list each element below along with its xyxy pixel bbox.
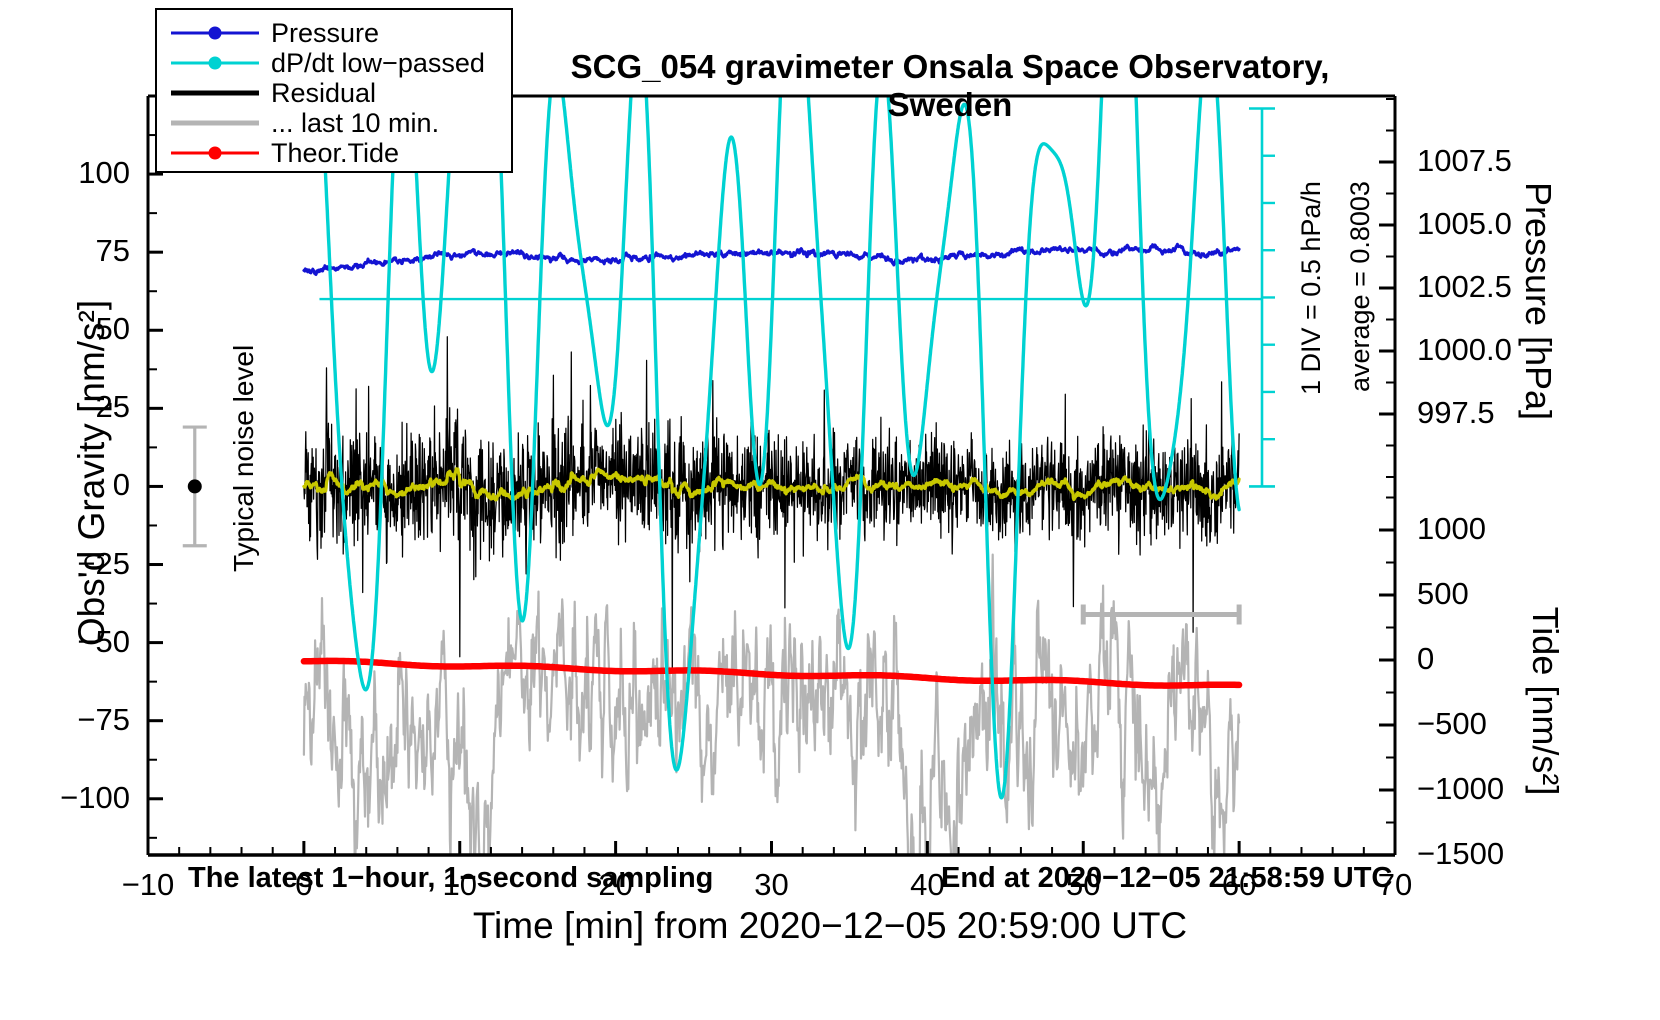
legend-item-4[interactable]: Theor.Tide bbox=[171, 138, 511, 168]
x-tick-5: 40 bbox=[910, 867, 945, 902]
annotation-bottom-left: The latest 1−hour, 1−second sampling bbox=[188, 862, 714, 894]
legend-item-3[interactable]: ... last 10 min. bbox=[171, 108, 511, 138]
x-tick-0: −10 bbox=[121, 867, 175, 902]
legend-marker-dot bbox=[208, 26, 222, 40]
x-tick-8: 70 bbox=[1377, 867, 1413, 902]
y-tick-left-6: 50 bbox=[95, 311, 130, 347]
y-tick-pressure-3: 1005.0 bbox=[1417, 206, 1512, 241]
y-tick-left-3: −25 bbox=[77, 545, 130, 581]
y-tick-pressure-2: 1002.5 bbox=[1417, 269, 1512, 304]
x-tick-1: 0 bbox=[295, 867, 313, 902]
legend-item-2[interactable]: Residual bbox=[171, 78, 511, 108]
annotation-noise-level: Typical noise level bbox=[228, 344, 259, 572]
legend-label: Theor.Tide bbox=[271, 137, 400, 168]
legend-swatch-icon bbox=[171, 18, 259, 48]
y-tick-pressure-1: 1000.0 bbox=[1417, 332, 1512, 367]
annotation-dpdt-average: average = 0.8003 bbox=[1345, 181, 1375, 392]
y-tick-left-5: 25 bbox=[95, 389, 130, 425]
legend-label: ... last 10 min. bbox=[271, 107, 440, 138]
x-axis-label: Time [min] from 2020−12−05 20:59:00 UTC bbox=[472, 905, 1188, 946]
annotation-bottom-right: End at 2020−12−05 21:58:59 UTC bbox=[941, 862, 1393, 894]
legend: Pressure dP/dt low−passed Residual... last… bbox=[155, 8, 513, 173]
y-tick-left-7: 75 bbox=[95, 233, 130, 269]
legend-swatch-icon bbox=[171, 78, 259, 108]
annotation-dpdt-scale: 1 DIV = 0.5 hPa/h bbox=[1296, 181, 1326, 395]
legend-swatch-icon bbox=[171, 138, 259, 168]
y-tick-left-0: −100 bbox=[60, 779, 130, 815]
legend-label: dP/dt low−passed bbox=[271, 47, 485, 78]
legend-item-0[interactable]: Pressure bbox=[171, 18, 511, 48]
y-tick-tide-1: −1000 bbox=[1417, 771, 1505, 806]
y-tick-left-8: 100 bbox=[78, 155, 130, 191]
x-tick-4: 30 bbox=[754, 867, 789, 902]
page-title: SCG_054 gravimeter Onsala Space Observat… bbox=[570, 48, 1330, 123]
legend-swatch-icon bbox=[171, 108, 259, 138]
x-tick-2: 10 bbox=[442, 867, 477, 902]
legend-marker-dot bbox=[208, 56, 222, 70]
y-tick-tide-0: −1500 bbox=[1417, 836, 1505, 871]
y-tick-left-4: 0 bbox=[112, 467, 130, 503]
x-tick-7: 60 bbox=[1221, 867, 1257, 902]
legend-label: Pressure bbox=[271, 17, 380, 48]
x-tick-6: 50 bbox=[1066, 867, 1101, 902]
y-tick-left-1: −75 bbox=[77, 701, 130, 737]
legend-item-1[interactable]: dP/dt low−passed bbox=[171, 48, 511, 78]
y-tick-tide-5: 1000 bbox=[1417, 511, 1486, 546]
y-tick-pressure-0: 997.5 bbox=[1417, 395, 1495, 430]
legend-label: Residual bbox=[271, 77, 377, 108]
legend-marker-dot bbox=[208, 146, 222, 160]
y-tick-left-2: −50 bbox=[77, 623, 130, 659]
y-tick-tide-2: −500 bbox=[1417, 706, 1487, 741]
x-tick-3: 20 bbox=[598, 867, 633, 902]
y-tick-tide-3: 0 bbox=[1417, 641, 1435, 676]
y-tick-tide-4: 500 bbox=[1417, 576, 1469, 611]
y-tick-pressure-4: 1007.5 bbox=[1417, 143, 1512, 178]
legend-swatch-icon bbox=[171, 48, 259, 78]
